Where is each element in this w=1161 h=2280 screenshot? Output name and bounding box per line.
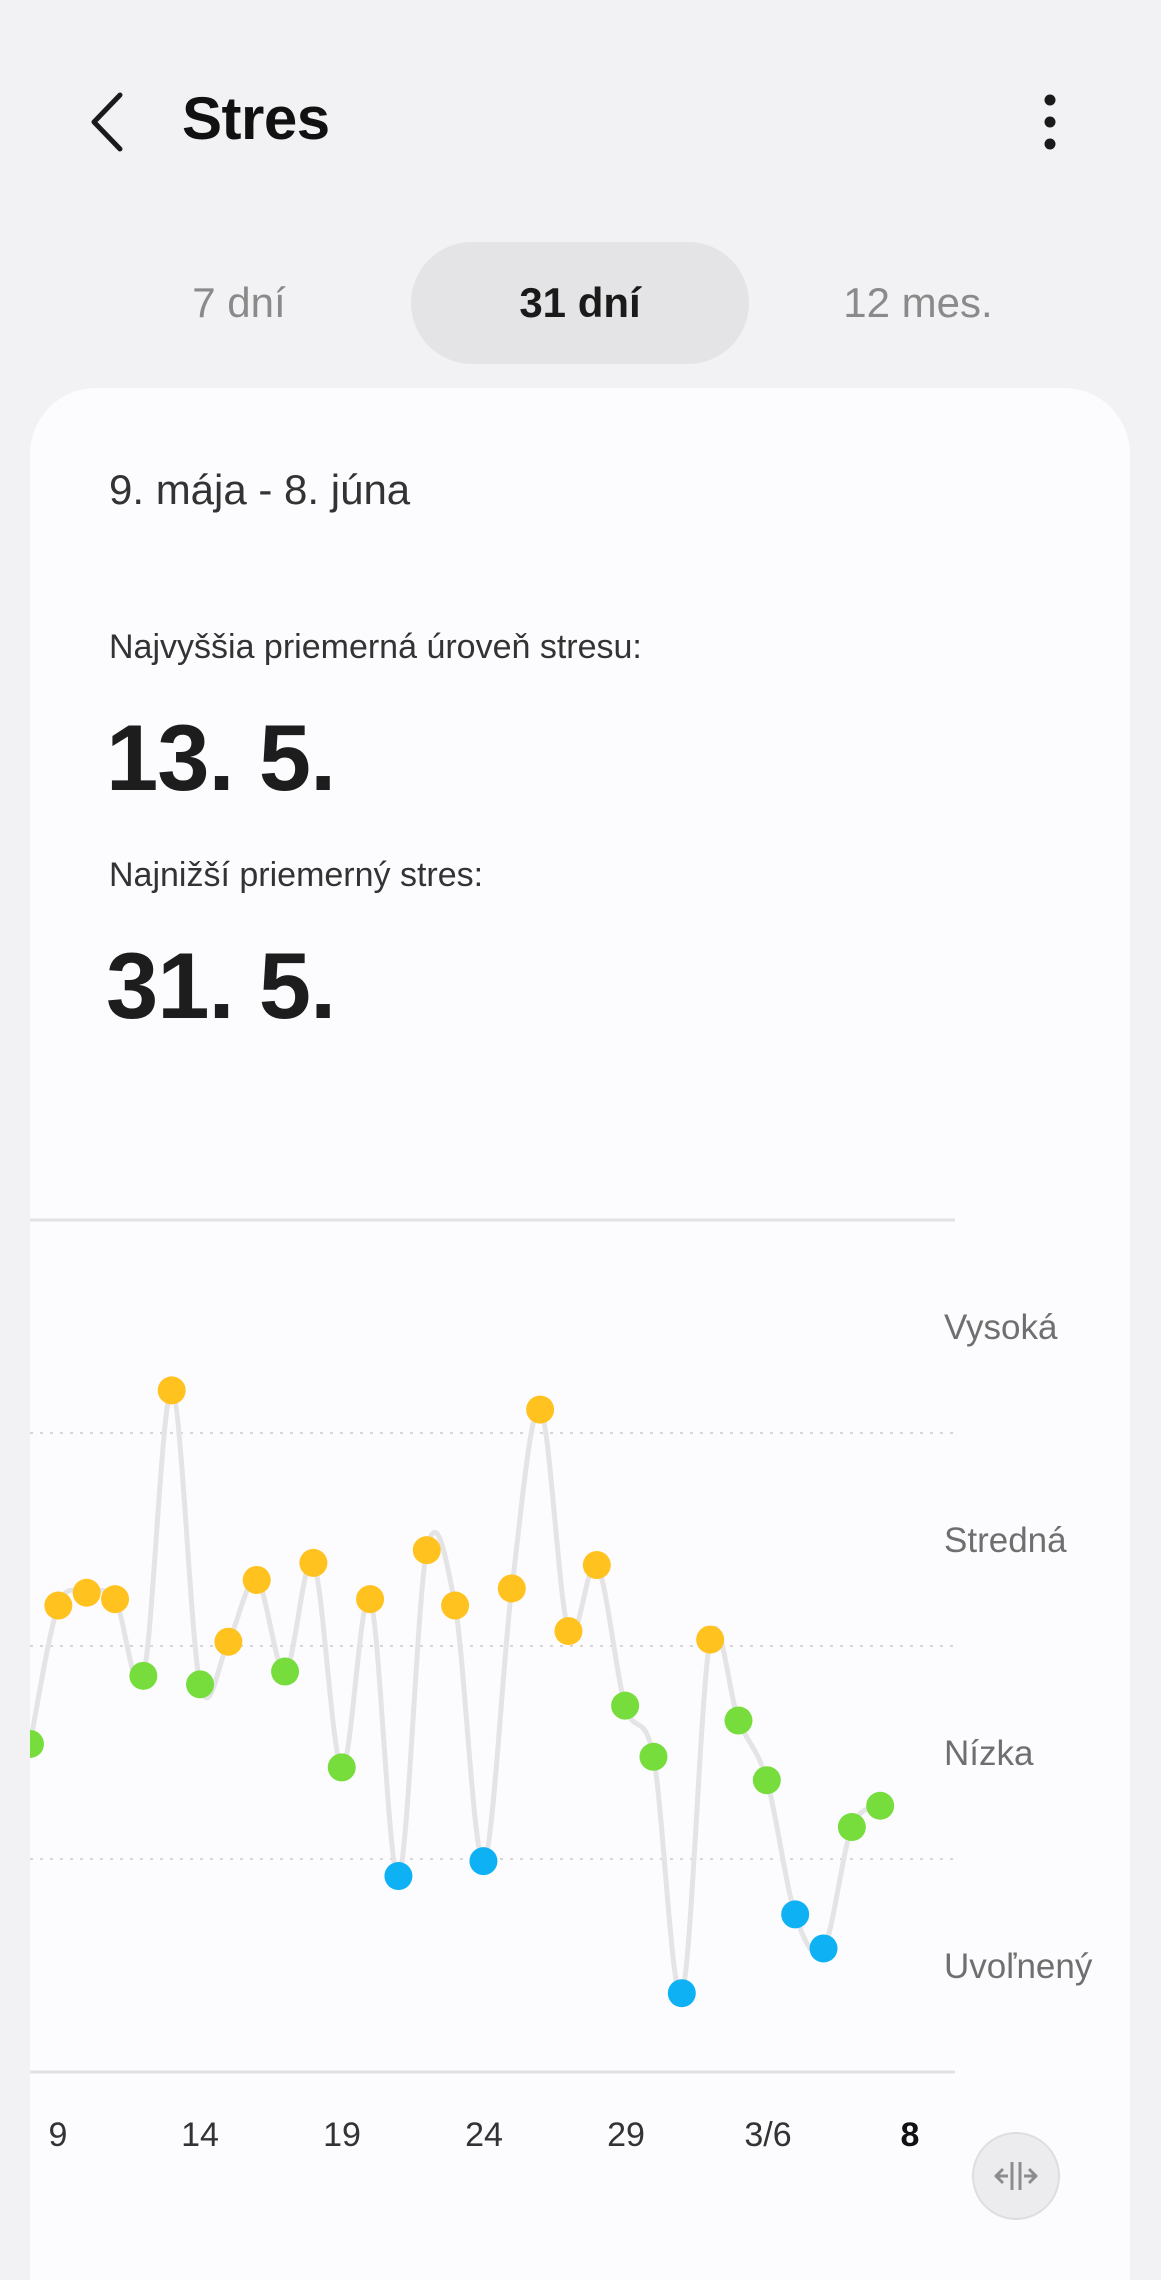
x-tick-label: 29 (607, 2116, 645, 2154)
x-tick-label: 9 (48, 2116, 68, 2154)
stress-point-31.5[interactable] (639, 1742, 668, 1771)
stress-point-29.5[interactable] (582, 1551, 611, 1580)
stress-point-24.5[interactable] (441, 1591, 470, 1620)
chart-scroll-button[interactable] (972, 2132, 1060, 2220)
stress-point-9.5[interactable] (30, 1729, 44, 1758)
stress-point-10.5[interactable] (44, 1591, 73, 1620)
x-tick-label: 19 (323, 2116, 361, 2154)
stress-point-16.5[interactable] (214, 1627, 243, 1656)
tab-7-days[interactable]: 7 dní (192, 279, 286, 326)
more-vertical-icon (1044, 94, 1056, 150)
stress-point-18.5[interactable] (271, 1657, 300, 1686)
back-button[interactable] (78, 82, 138, 162)
stress-point-4.6[interactable] (752, 1766, 781, 1795)
stress-point-20.5[interactable] (327, 1753, 356, 1782)
x-tick-label: 14 (181, 2116, 219, 2154)
y-label-medium: Stredná (944, 1521, 1067, 1560)
stress-points (30, 1376, 895, 2008)
y-label-relaxed: Uvoľnený (944, 1947, 1093, 1986)
stress-point-19.5[interactable] (299, 1548, 328, 1577)
date-range: 9. mája - 8. júna (109, 466, 411, 513)
stress-point-14.5[interactable] (157, 1376, 186, 1405)
highest-stress-label: Najvyššia priemerná úroveň stresu: (109, 628, 642, 666)
stress-point-3.6[interactable] (724, 1706, 753, 1735)
stress-point-21.5[interactable] (356, 1585, 385, 1614)
stress-point-28.5[interactable] (554, 1617, 583, 1646)
highest-stress-value: 13. 5. (106, 705, 336, 810)
stress-point-17.5[interactable] (242, 1565, 271, 1594)
period-tabs: 7 dní 31 dní 12 mes. (0, 242, 1161, 364)
stress-point-15.5[interactable] (186, 1670, 215, 1699)
stress-line (30, 1387, 883, 1997)
more-options-button[interactable] (1020, 86, 1080, 158)
stress-point-2.6[interactable] (696, 1625, 725, 1654)
stress-point-7.6[interactable] (837, 1813, 866, 1842)
tab-31-days[interactable]: 31 dní (411, 242, 749, 364)
y-label-high: Vysoká (944, 1308, 1058, 1347)
lowest-stress-label: Najnižší priemerný stres: (109, 856, 484, 894)
x-tick-label-selected: 8 (900, 2116, 920, 2154)
stress-point-1.6[interactable] (667, 1979, 696, 2008)
stress-point-27.5[interactable] (526, 1395, 555, 1424)
expand-horizontal-icon (994, 2162, 1038, 2190)
stress-point-23.5[interactable] (412, 1536, 441, 1565)
stress-point-22.5[interactable] (384, 1862, 413, 1891)
stress-point-30.5[interactable] (611, 1691, 640, 1720)
tab-12-months[interactable]: 12 mes. (843, 279, 993, 326)
stress-point-6.6[interactable] (809, 1934, 838, 1963)
stress-chart[interactable] (30, 388, 1130, 2280)
stress-point-26.5[interactable] (497, 1574, 526, 1603)
chevron-left-icon (91, 92, 123, 152)
stress-point-12.5[interactable] (101, 1585, 130, 1614)
stress-point-25.5[interactable] (469, 1847, 498, 1876)
app-header: Stres (0, 0, 1161, 240)
page-title: Stres (182, 85, 330, 152)
stress-point-11.5[interactable] (72, 1578, 101, 1607)
stress-card: 9. mája - 8. júna Najvyššia priemerná úr… (30, 388, 1130, 2280)
stress-point-8.6[interactable] (866, 1791, 895, 1820)
stress-point-5.6[interactable] (781, 1900, 810, 1929)
stress-point-13.5[interactable] (129, 1661, 158, 1690)
x-tick-label: 3/6 (744, 2116, 792, 2154)
lowest-stress-value: 31. 5. (106, 933, 336, 1038)
x-tick-label: 24 (465, 2116, 503, 2154)
y-label-low: Nízka (944, 1734, 1034, 1773)
